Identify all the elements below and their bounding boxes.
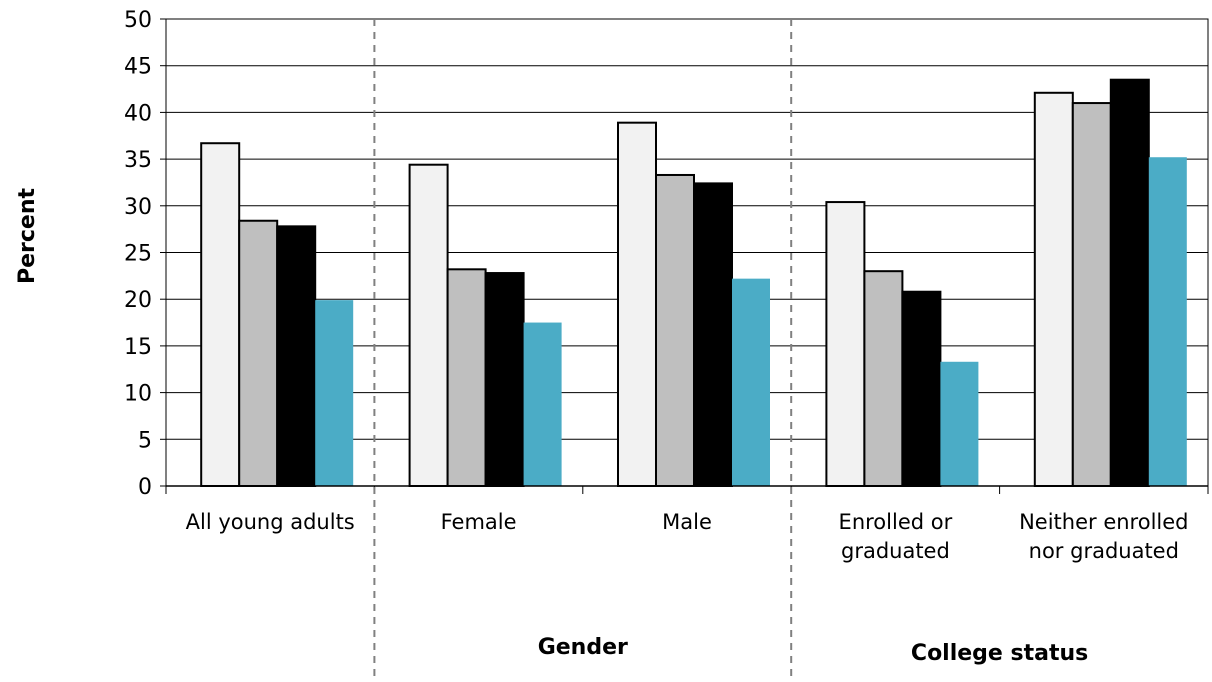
y-tick-label: 15 xyxy=(124,335,152,360)
x-axis: All young adults Female Male Enrolled or gra… xyxy=(165,485,1209,563)
bar xyxy=(1071,102,1112,487)
y-tick-label: 45 xyxy=(124,55,152,80)
y-tick-label: 30 xyxy=(124,195,152,220)
y-tick-label: 50 xyxy=(124,8,152,33)
x-category-label: Female xyxy=(441,510,517,534)
bar xyxy=(523,322,562,486)
y-axis: 0 5 10 15 20 25 30 35 40 45 50 xyxy=(124,8,166,500)
bar xyxy=(693,182,733,487)
y-tick-label: 5 xyxy=(138,428,152,453)
bar xyxy=(484,272,525,487)
bar xyxy=(315,300,354,486)
x-category-label: Neither enrolled xyxy=(1019,510,1188,534)
bar xyxy=(1033,91,1074,487)
x-category-label: Enrolled or xyxy=(839,510,953,534)
y-tick-label: 0 xyxy=(138,475,152,500)
y-tick-label: 25 xyxy=(124,242,152,267)
bar xyxy=(238,219,279,488)
bar xyxy=(655,173,695,487)
bar xyxy=(732,278,770,486)
x-category-label: graduated xyxy=(841,539,950,563)
bar xyxy=(1148,157,1187,486)
x-category-label: Male xyxy=(662,510,712,534)
y-tick-label: 35 xyxy=(124,148,152,173)
bars xyxy=(200,78,1187,488)
x-category-label: All young adults xyxy=(186,510,355,534)
bar xyxy=(200,142,241,488)
group-label: Gender xyxy=(538,635,628,660)
group-label: College status xyxy=(911,641,1088,666)
bar xyxy=(940,361,979,486)
y-axis-label: Percent xyxy=(15,188,40,285)
y-tick-label: 40 xyxy=(124,101,152,126)
bar xyxy=(901,290,942,487)
bar xyxy=(276,225,317,488)
bar xyxy=(825,201,866,487)
y-tick-label: 20 xyxy=(124,288,152,313)
bar xyxy=(408,163,449,487)
bar xyxy=(617,121,657,487)
x-category-label: nor graduated xyxy=(1029,539,1179,563)
y-tick-label: 10 xyxy=(124,382,152,407)
bar xyxy=(446,268,487,488)
group-dividers: Gender College status xyxy=(373,19,1088,682)
bar xyxy=(1109,78,1150,488)
bar xyxy=(863,270,904,487)
